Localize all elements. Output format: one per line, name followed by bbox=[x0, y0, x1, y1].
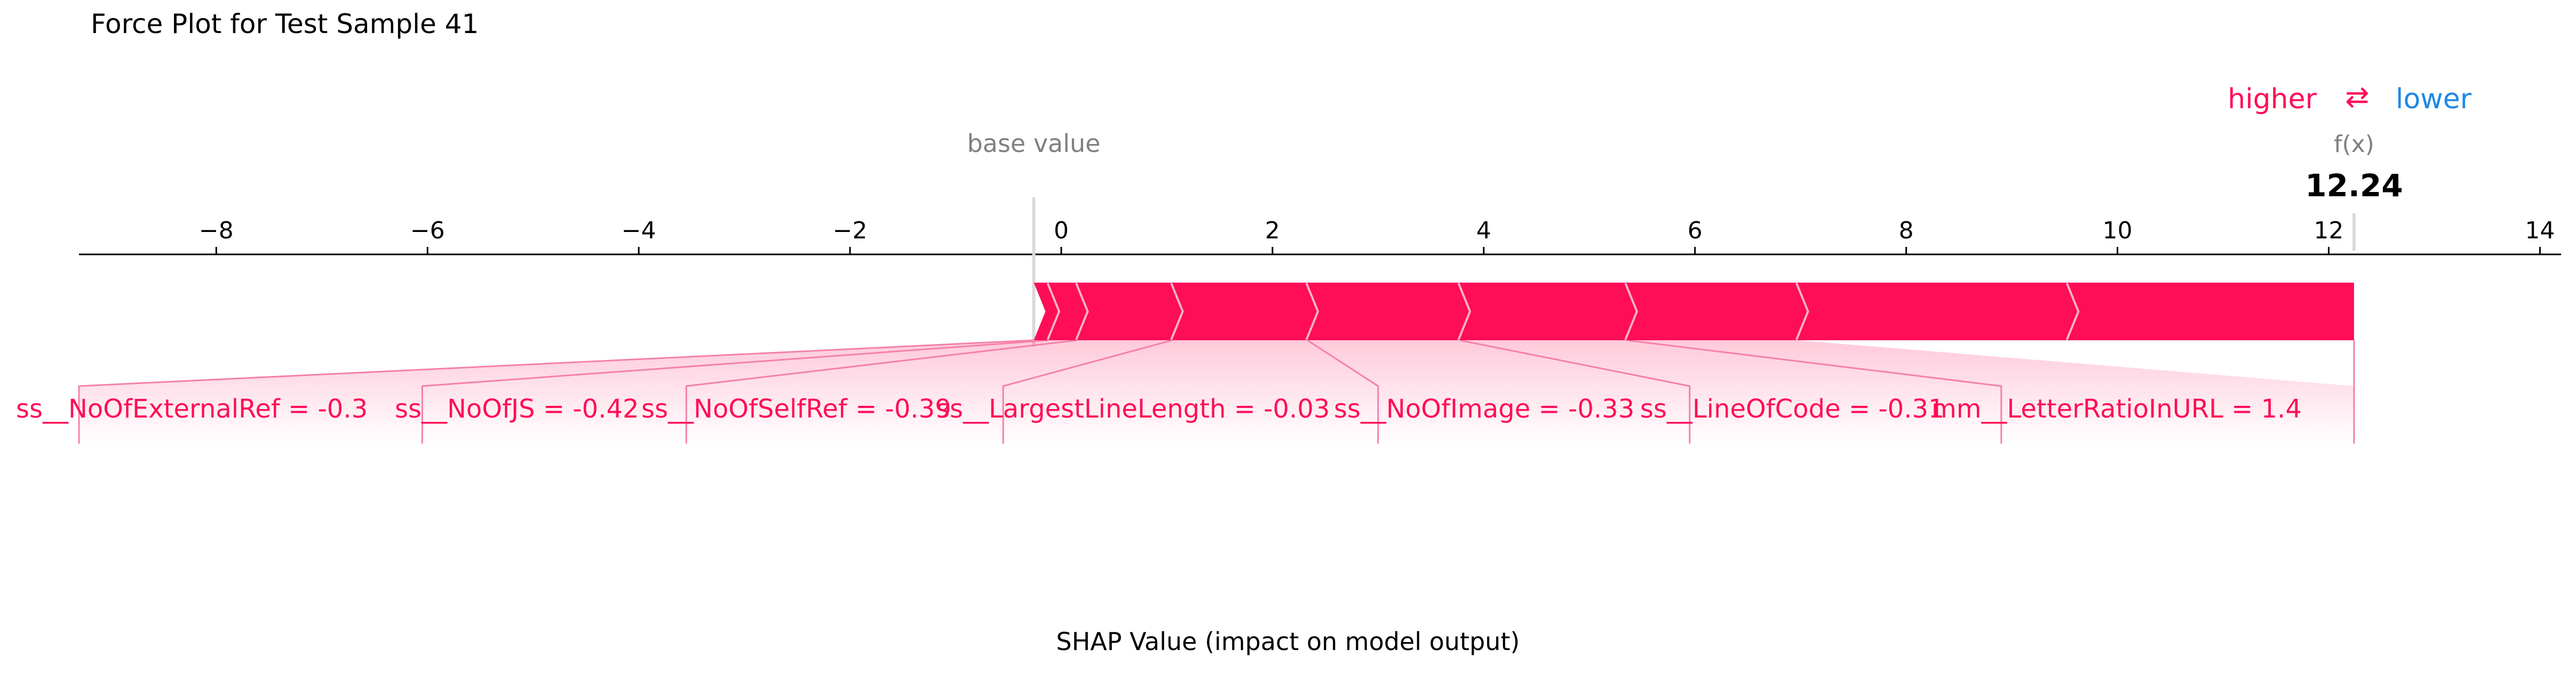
feature-label: ss__LargestLineLength = -0.03 bbox=[936, 394, 1330, 424]
x-tick-label: 2 bbox=[1265, 217, 1280, 244]
output-label: f(x) bbox=[2334, 131, 2374, 158]
force-bar-segment bbox=[1172, 283, 1319, 340]
feature-label: ss__NoOfJS = -0.42 bbox=[395, 394, 639, 424]
connector-fill bbox=[422, 340, 1077, 444]
x-tick-label: −4 bbox=[622, 217, 656, 244]
connector-line bbox=[1002, 339, 1173, 444]
x-tick-label: 12 bbox=[2313, 217, 2343, 244]
connector-fill bbox=[1307, 340, 1690, 444]
legend-lower: lower bbox=[2396, 83, 2472, 115]
connector-line bbox=[1307, 339, 1379, 444]
x-tick-label: 8 bbox=[1899, 217, 1914, 244]
base-value-label: base value bbox=[967, 129, 1101, 158]
connector-line bbox=[685, 339, 1077, 444]
feature-label: ss__NoOfImage = -0.33 bbox=[1334, 394, 1634, 424]
x-tick-label: 4 bbox=[1476, 217, 1491, 244]
force-bars bbox=[1033, 282, 2355, 341]
connector-line bbox=[1626, 339, 2002, 444]
x-tick-label: −6 bbox=[410, 217, 445, 244]
force-bar-segment bbox=[1626, 283, 1809, 340]
x-axis-label: SHAP Value (impact on model output) bbox=[1056, 627, 1520, 656]
output-value: 12.24 bbox=[2305, 167, 2403, 204]
segment-separator bbox=[1457, 282, 1474, 341]
force-bar-segment bbox=[1048, 283, 1089, 340]
connector-fill bbox=[686, 340, 1172, 444]
legend-arrows-icon: ⇄ bbox=[2345, 80, 2369, 114]
feature-labels: ss__NoOfExternalRef = -0.3 ss__NoOfJS = -… bbox=[16, 394, 2302, 424]
connector-fill bbox=[1459, 340, 2001, 444]
connector-fill bbox=[79, 340, 1049, 444]
x-tick-label: −2 bbox=[833, 217, 868, 244]
x-tick-label: 10 bbox=[2103, 217, 2133, 244]
force-bar-segment bbox=[1459, 283, 1639, 340]
connector-fill bbox=[1003, 340, 1378, 444]
connector-line bbox=[421, 339, 1049, 444]
feature-label: mm__LetterRatioInURL = 1.4 bbox=[1931, 394, 2302, 424]
connector-line bbox=[1459, 339, 1691, 444]
force-bar-segment bbox=[1797, 283, 2080, 340]
connector-line bbox=[78, 339, 1034, 444]
force-bar-segment bbox=[2068, 283, 2355, 340]
feature-label: ss__LineOfCode = -0.31 bbox=[1640, 394, 1945, 424]
x-tick-label: 6 bbox=[1688, 217, 1703, 244]
legend: higher ⇄ lower bbox=[2228, 80, 2472, 115]
base-value-marker: base value f(x) 12.24 bbox=[967, 129, 2403, 347]
legend-higher: higher bbox=[2228, 83, 2317, 115]
x-tick-label: −8 bbox=[199, 217, 234, 244]
feature-label: ss__NoOfSelfRef = -0.39 bbox=[641, 394, 951, 424]
feature-label: ss__NoOfExternalRef = -0.3 bbox=[16, 394, 368, 424]
x-axis: −8 −6 −4 −2 0 2 4 6 8 10 12 14 bbox=[79, 217, 2561, 255]
force-bar-segment bbox=[1077, 283, 1184, 340]
force-bar-segment bbox=[1307, 283, 1472, 340]
x-tick-label: 0 bbox=[1054, 217, 1069, 244]
x-tick-label: 14 bbox=[2525, 217, 2555, 244]
connector-fill bbox=[1626, 340, 2355, 444]
feature-connectors bbox=[78, 339, 2355, 444]
chart-title: Force Plot for Test Sample 41 bbox=[91, 9, 479, 39]
